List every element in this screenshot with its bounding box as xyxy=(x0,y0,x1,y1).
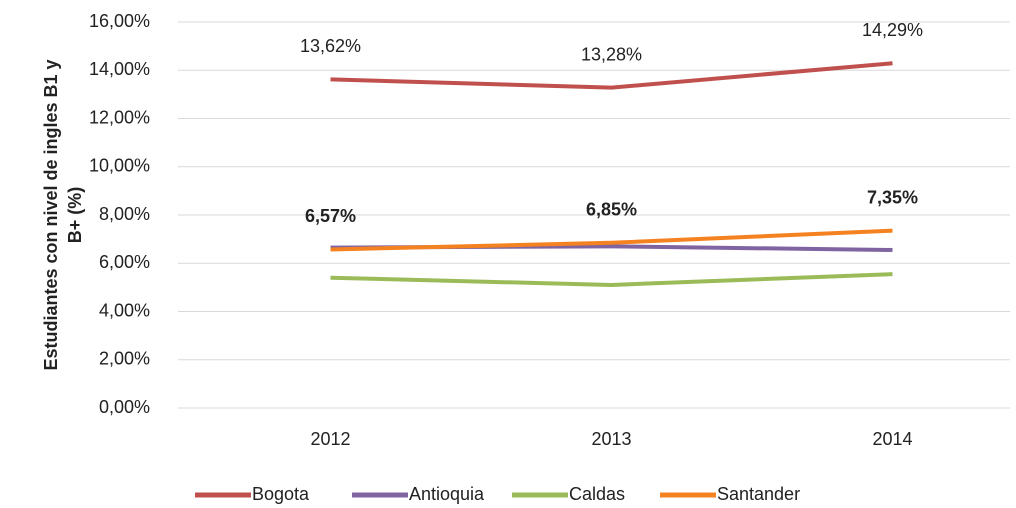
data-label: 6,85% xyxy=(586,199,637,219)
data-label: 13,28% xyxy=(581,44,642,64)
x-tick-label: 2012 xyxy=(310,429,350,449)
data-label: 13,62% xyxy=(300,36,361,56)
series-line xyxy=(330,272,893,287)
y-axis-label-line: Estudiantes con nivel de ingles B1 y xyxy=(41,59,61,370)
data-label: 14,29% xyxy=(862,20,923,40)
legend-label: Santander xyxy=(717,484,800,504)
y-tick-label: 12,00% xyxy=(89,107,150,127)
series-line xyxy=(330,228,893,252)
legend-label: Caldas xyxy=(569,484,625,504)
y-tick-label: 4,00% xyxy=(99,300,150,320)
data-label: 7,35% xyxy=(867,187,918,207)
y-tick-label: 8,00% xyxy=(99,204,150,224)
y-tick-label: 14,00% xyxy=(89,59,150,79)
x-tick-label: 2013 xyxy=(591,429,631,449)
y-tick-label: 6,00% xyxy=(99,252,150,272)
y-tick-label: 16,00% xyxy=(89,11,150,31)
y-tick-label: 10,00% xyxy=(89,156,150,176)
y-axis-label-line: B+ (%) xyxy=(65,187,85,244)
legend-label: Bogota xyxy=(252,484,310,504)
series-line xyxy=(330,61,893,90)
y-axis-label: Estudiantes con nivel de ingles B1 y B+ (… xyxy=(41,59,85,370)
x-tick-label: 2014 xyxy=(872,429,912,449)
legend-label: Antioquia xyxy=(409,484,485,504)
y-tick-label: 2,00% xyxy=(99,349,150,369)
data-label: 6,57% xyxy=(305,206,356,226)
y-tick-label: 0,00% xyxy=(99,397,150,417)
